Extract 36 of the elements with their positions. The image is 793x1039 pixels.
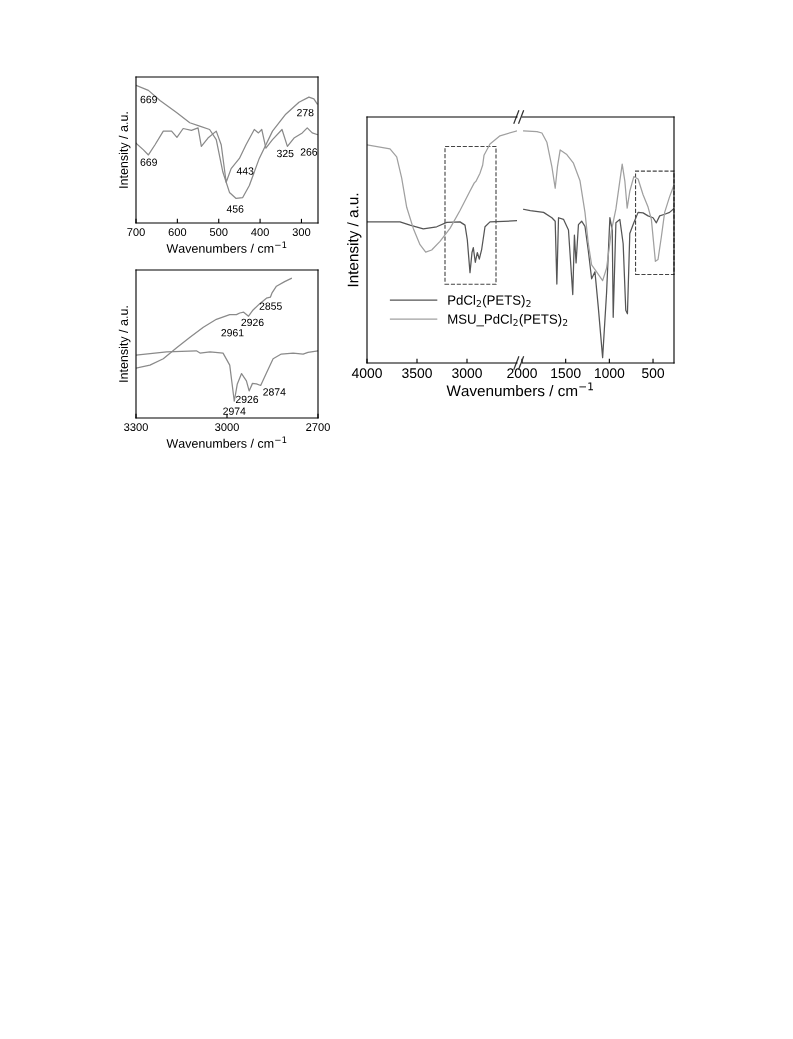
annotation: 2874 [263, 388, 286, 396]
annotation: 2855 [259, 302, 282, 310]
annotation: 278 [297, 108, 314, 117]
x-tick-label: 2700 [306, 423, 330, 432]
x-tick-label: 300 [292, 228, 311, 237]
annotation: 325 [276, 149, 294, 158]
annotation: 2926 [235, 395, 259, 404]
x-tick-label: 1500 [551, 368, 581, 379]
annotation: 443 [236, 167, 254, 175]
annotation: 669 [140, 158, 157, 166]
x-axis-title: Wavenumbers / cm$^{−1}$ [166, 436, 287, 448]
x-tick-label: 3500 [402, 368, 432, 379]
x-tick-label: 3000 [215, 423, 239, 432]
x-axis-title: Wavenumbers / cm$^{−1}$ [446, 382, 593, 397]
legend-label: MSU_PdCl$_{2}$(PETS)$_{2}$ [448, 314, 568, 327]
x-tick-label: 4000 [351, 368, 382, 379]
legend-label: PdCl$_{2}$(PETS)$_{2}$ [448, 295, 531, 308]
y-axis-title: Intensity / a.u. [118, 306, 131, 382]
y-axis-title: Intensity / a.u. [118, 112, 131, 188]
x-tick-label: 2000 [507, 368, 537, 379]
annotation: 456 [226, 205, 244, 213]
x-tick-label: 700 [127, 228, 145, 237]
x-tick-label: 500 [642, 368, 665, 379]
annotation: 669 [140, 95, 157, 104]
x-tick-label: 1000 [594, 368, 625, 379]
x-tick-label: 400 [251, 228, 269, 237]
x-tick-label: 3300 [124, 423, 148, 432]
x-tick-label: 500 [209, 228, 228, 237]
y-axis-title: Intensity / a.u. [347, 193, 362, 287]
x-tick-label: 600 [168, 228, 187, 237]
annotation: 2926 [241, 318, 264, 327]
x-axis-title: Wavenumbers / cm$^{−1}$ [166, 241, 287, 253]
x-tick-label: 3000 [452, 368, 482, 379]
annotation: 2974 [223, 407, 246, 415]
annotation: 2961 [221, 329, 244, 337]
annotation: 266 [300, 148, 318, 156]
